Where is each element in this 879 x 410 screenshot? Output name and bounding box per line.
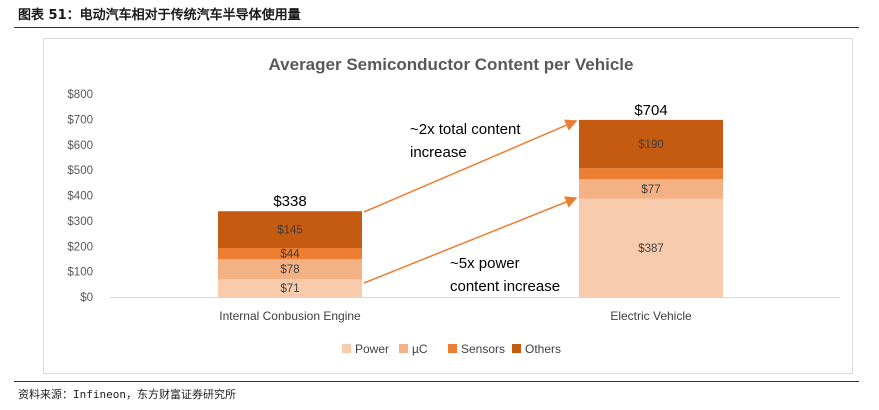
chart-title: Averager Semiconductor Content per Vehic… xyxy=(269,55,634,74)
legend-label: Power xyxy=(355,342,389,356)
data-label: $78 xyxy=(280,264,299,276)
bottom-divider xyxy=(14,381,859,382)
data-label: $71 xyxy=(280,283,299,295)
bar-segment-others xyxy=(579,119,723,169)
y-tick-label: $600 xyxy=(67,140,93,152)
y-tick-label: $500 xyxy=(67,165,93,177)
bar-segment-c xyxy=(579,179,723,199)
legend-label: Others xyxy=(525,342,561,356)
total-label: $338 xyxy=(273,193,306,210)
legend-label: Sensors xyxy=(461,342,505,356)
y-tick-label: $200 xyxy=(67,241,93,253)
bar-segment-others xyxy=(218,211,362,249)
legend-swatch xyxy=(512,344,521,353)
data-label: $387 xyxy=(638,243,664,255)
data-label: $77 xyxy=(641,184,660,196)
x-category-label: Electric Vehicle xyxy=(610,309,692,323)
legend-swatch xyxy=(448,344,457,353)
bar-segment-c xyxy=(218,259,362,279)
chart-frame xyxy=(43,38,853,374)
x-category-label: Internal Conbusion Engine xyxy=(219,309,361,323)
y-tick-label: $800 xyxy=(67,89,93,101)
data-label: $145 xyxy=(277,225,303,237)
y-tick-label: $300 xyxy=(67,216,93,228)
bar-segment-sensors xyxy=(218,248,362,260)
y-tick-label: $400 xyxy=(67,191,93,203)
total-increase-arrow xyxy=(363,119,578,213)
top-divider xyxy=(14,27,859,28)
total-label: $704 xyxy=(634,102,667,119)
bar-segment-sensors xyxy=(579,168,723,180)
annotation-text: increase xyxy=(410,144,467,161)
bar-segment-power xyxy=(579,198,723,297)
annotation-text: ~5x power xyxy=(450,255,520,272)
annotation-text: content increase xyxy=(450,278,560,295)
legend-swatch xyxy=(342,344,351,353)
y-tick-label: $0 xyxy=(80,292,93,304)
power-increase-arrow xyxy=(363,196,578,284)
y-tick-label: $700 xyxy=(67,114,93,126)
data-label: $190 xyxy=(638,139,664,151)
y-tick-label: $100 xyxy=(67,267,93,279)
legend-swatch xyxy=(399,344,408,353)
legend-label: µC xyxy=(412,342,428,356)
bar-segment-power xyxy=(218,278,362,297)
source-note: 资料来源：Infineon，东方财富证券研究所 xyxy=(18,388,236,401)
figure-caption: 图表 51：电动汽车相对于传统汽车半导体使用量 xyxy=(18,8,301,23)
data-label: $44 xyxy=(280,249,300,261)
annotation-text: ~2x total content xyxy=(410,121,521,138)
